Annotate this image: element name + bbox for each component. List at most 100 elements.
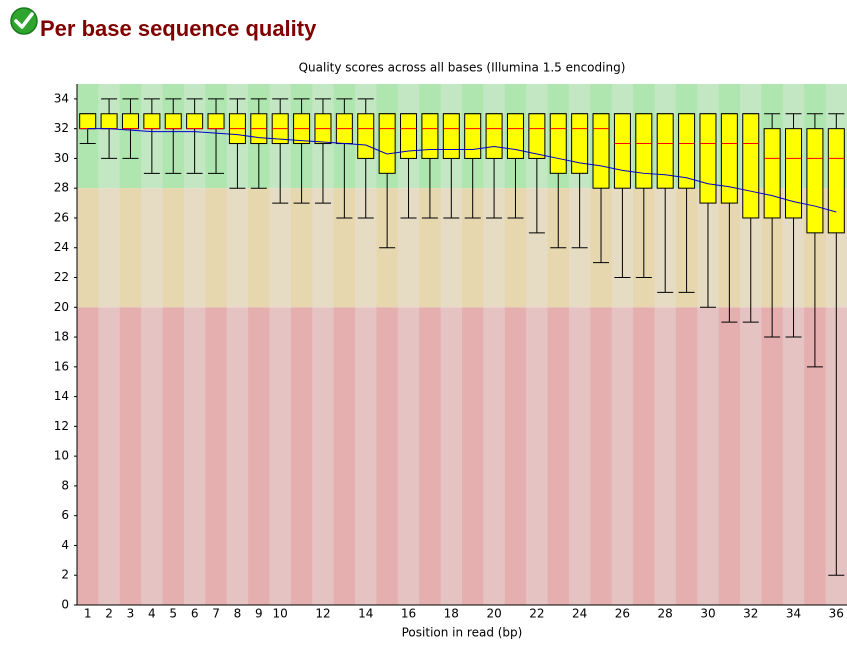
x-tick-label: 2 xyxy=(105,607,113,621)
zone-stripe xyxy=(183,307,206,605)
box xyxy=(378,113,396,174)
zone-stripe xyxy=(568,307,591,605)
zone-stripe xyxy=(397,307,420,605)
y-tick-label: 8 xyxy=(61,478,69,492)
y-tick-label: 0 xyxy=(61,598,69,612)
check-icon xyxy=(10,7,38,35)
zone-stripe xyxy=(226,188,249,308)
zone-stripe xyxy=(248,188,270,308)
zone-stripe xyxy=(98,188,121,308)
zone-stripe xyxy=(804,307,827,605)
x-tick-label: 28 xyxy=(658,607,673,621)
x-tick-label: 16 xyxy=(401,607,416,621)
box xyxy=(143,113,161,130)
zone-stripe xyxy=(547,307,570,605)
box xyxy=(785,128,803,219)
zone-stripe xyxy=(526,188,549,308)
zone-stripe xyxy=(269,188,292,308)
box xyxy=(100,113,118,130)
x-axis-label: Position in read (bp) xyxy=(402,626,523,640)
zone-stripe xyxy=(483,307,506,605)
box xyxy=(357,113,375,159)
zone-stripe xyxy=(697,307,720,605)
box xyxy=(464,113,482,159)
zone-stripe xyxy=(654,307,677,605)
zone-stripe xyxy=(782,307,805,605)
box xyxy=(186,113,204,130)
zone-stripe xyxy=(312,307,335,605)
y-tick-label: 28 xyxy=(54,181,69,195)
x-tick-label: 7 xyxy=(212,607,220,621)
x-tick-label: 32 xyxy=(743,607,758,621)
zone-stripe xyxy=(761,307,784,605)
x-tick-label: 30 xyxy=(700,607,715,621)
page-title: Per base sequence quality xyxy=(40,16,317,41)
zone-stripe xyxy=(119,307,142,605)
zone-stripe xyxy=(590,307,613,605)
zone-stripe xyxy=(205,188,228,308)
zone-stripe xyxy=(504,307,527,605)
zone-stripe xyxy=(611,307,634,605)
y-tick-label: 4 xyxy=(61,538,69,552)
y-tick-label: 16 xyxy=(54,359,69,373)
x-tick-label: 4 xyxy=(148,607,156,621)
zone-stripe xyxy=(526,307,549,605)
zone-stripe xyxy=(141,307,164,605)
x-tick-label: 20 xyxy=(486,607,501,621)
zone-stripe xyxy=(462,307,484,605)
mean-line xyxy=(87,128,837,213)
x-tick-label: 6 xyxy=(191,607,199,621)
zone-stripe xyxy=(440,307,463,605)
y-tick-label: 6 xyxy=(61,508,69,522)
box xyxy=(442,113,460,159)
x-tick-label: 36 xyxy=(829,607,844,621)
x-tick-label: 18 xyxy=(444,607,459,621)
y-tick-label: 18 xyxy=(54,330,69,344)
y-tick-label: 26 xyxy=(54,210,69,224)
x-tick-label: 12 xyxy=(315,607,330,621)
zone-stripe xyxy=(183,188,206,308)
zone-stripe xyxy=(77,307,99,605)
x-tick-label: 10 xyxy=(273,607,288,621)
box xyxy=(592,113,610,189)
box xyxy=(549,113,567,174)
zone-stripe xyxy=(290,188,313,308)
y-tick-label: 24 xyxy=(54,240,69,254)
zone-stripe xyxy=(718,307,741,605)
zone-stripe xyxy=(675,307,698,605)
box xyxy=(164,113,182,130)
zone-stripe xyxy=(355,307,377,605)
chart-title: Quality scores across all bases (Illumin… xyxy=(299,61,626,75)
y-tick-label: 32 xyxy=(54,121,69,135)
box xyxy=(635,113,653,189)
box xyxy=(400,113,418,159)
box xyxy=(485,113,503,159)
zone-stripe xyxy=(77,188,99,308)
zone-stripe xyxy=(162,307,185,605)
x-tick-label: 26 xyxy=(615,607,630,621)
y-tick-label: 34 xyxy=(54,91,69,105)
zone-stripe xyxy=(376,307,399,605)
zone-stripe xyxy=(419,307,442,605)
box xyxy=(121,113,139,130)
y-tick-label: 22 xyxy=(54,270,69,284)
x-tick-label: 14 xyxy=(358,607,373,621)
zone-stripe xyxy=(162,188,185,308)
y-tick-label: 20 xyxy=(54,300,69,314)
y-tick-label: 10 xyxy=(54,449,69,463)
zone-stripe xyxy=(312,188,335,308)
zone-stripe xyxy=(119,188,142,308)
x-tick-label: 8 xyxy=(234,607,242,621)
box xyxy=(528,113,546,159)
zone-stripe xyxy=(269,307,292,605)
y-tick-label: 14 xyxy=(54,389,69,403)
zone-stripe xyxy=(226,307,249,605)
box xyxy=(656,113,674,189)
y-tick-label: 30 xyxy=(54,151,69,165)
box xyxy=(678,113,696,189)
y-tick-label: 2 xyxy=(61,568,69,582)
zone-stripe xyxy=(248,307,270,605)
box xyxy=(806,128,824,234)
zone-stripe xyxy=(333,307,356,605)
